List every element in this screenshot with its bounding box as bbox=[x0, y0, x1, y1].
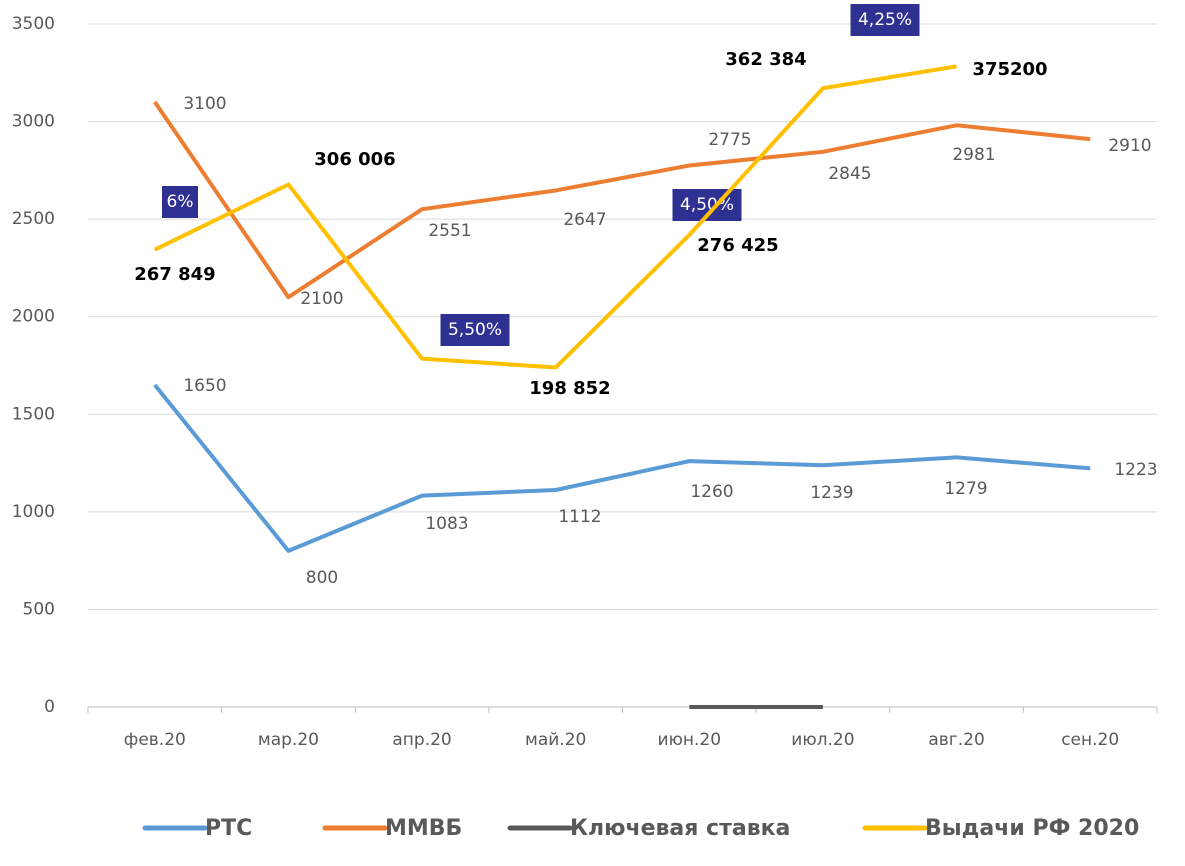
data-label: 1279 bbox=[944, 479, 987, 499]
series-line bbox=[153, 100, 1091, 300]
data-label: 1223 bbox=[1114, 460, 1157, 480]
data-label: 198 852 bbox=[529, 378, 610, 399]
x-tick-label: июн.20 bbox=[658, 730, 722, 750]
data-label: 2845 bbox=[828, 164, 871, 184]
series-line bbox=[153, 383, 1091, 553]
legend-label: ММВБ bbox=[385, 816, 462, 841]
data-label: 2100 bbox=[300, 289, 343, 309]
y-tick-label: 3500 bbox=[12, 14, 55, 34]
data-label: 1083 bbox=[425, 514, 468, 534]
legend-label: Ключевая ставка bbox=[570, 816, 790, 841]
y-tick-label: 1500 bbox=[12, 404, 55, 424]
rate-box bbox=[162, 186, 198, 218]
y-tick-label: 1000 bbox=[12, 502, 55, 522]
y-tick-label: 2000 bbox=[12, 307, 55, 327]
x-tick-label: сен.20 bbox=[1061, 730, 1119, 750]
x-tick-label: фев.20 bbox=[124, 730, 186, 750]
y-tick-label: 3000 bbox=[12, 112, 55, 132]
data-label: 276 425 bbox=[697, 235, 778, 256]
data-label: 6% bbox=[167, 192, 194, 212]
data-label: 2775 bbox=[708, 130, 751, 150]
x-tick-label: апр.20 bbox=[392, 730, 451, 750]
y-tick-label: 2500 bbox=[12, 209, 55, 229]
data-label: 267 849 bbox=[134, 264, 215, 285]
data-label: 800 bbox=[306, 568, 338, 588]
x-tick-label: июл.20 bbox=[791, 730, 854, 750]
data-label: 4,50% bbox=[680, 195, 734, 215]
data-label: 1260 bbox=[690, 482, 733, 502]
x-tick-label: мар.20 bbox=[258, 730, 319, 750]
data-label: 375200 bbox=[972, 59, 1047, 80]
y-tick-label: 0 bbox=[44, 697, 55, 717]
x-tick-label: авг.20 bbox=[928, 730, 984, 750]
series-line bbox=[153, 64, 957, 370]
data-label: 4,25% bbox=[858, 10, 912, 30]
data-label: 2551 bbox=[428, 221, 471, 241]
data-label: 5,50% bbox=[448, 320, 502, 340]
data-label: 2910 bbox=[1108, 136, 1151, 156]
legend-label: Выдачи РФ 2020 bbox=[925, 816, 1139, 841]
rate-box bbox=[850, 4, 920, 36]
data-label: 1239 bbox=[810, 483, 853, 503]
y-tick-label: 500 bbox=[23, 599, 55, 619]
data-label: 1650 bbox=[183, 376, 226, 396]
data-label: 306 006 bbox=[314, 149, 395, 170]
rate-box bbox=[440, 314, 510, 346]
data-label: 362 384 bbox=[725, 49, 806, 70]
data-label: 2981 bbox=[952, 145, 995, 165]
data-label: 3100 bbox=[183, 94, 226, 114]
legend-label: РТС bbox=[205, 816, 252, 841]
data-label: 1112 bbox=[558, 507, 601, 527]
data-label: 2647 bbox=[563, 210, 606, 230]
x-tick-label: май.20 bbox=[525, 730, 586, 750]
